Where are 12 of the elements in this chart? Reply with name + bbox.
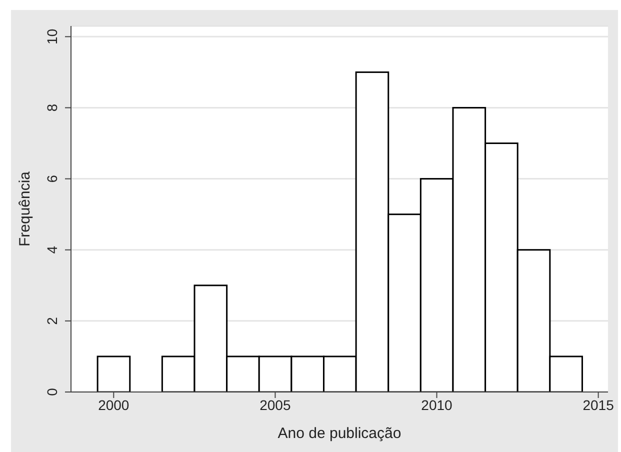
y-tick-label: 0 — [44, 388, 60, 396]
y-tick-label: 4 — [44, 246, 60, 254]
y-tick-label: 6 — [44, 174, 60, 183]
y-tick-label: 10 — [44, 28, 60, 44]
y-tick-label: 2 — [44, 316, 60, 325]
x-tick-label: 2010 — [421, 396, 453, 413]
y-axis-title: Frequência — [16, 170, 34, 247]
x-tick-label: 2005 — [260, 396, 291, 413]
y-tick-label: 8 — [44, 104, 60, 112]
x-tick-label: 2015 — [582, 396, 614, 413]
x-axis-title: Ano de publicação — [278, 425, 402, 442]
x-tick-label: 2000 — [98, 396, 130, 413]
